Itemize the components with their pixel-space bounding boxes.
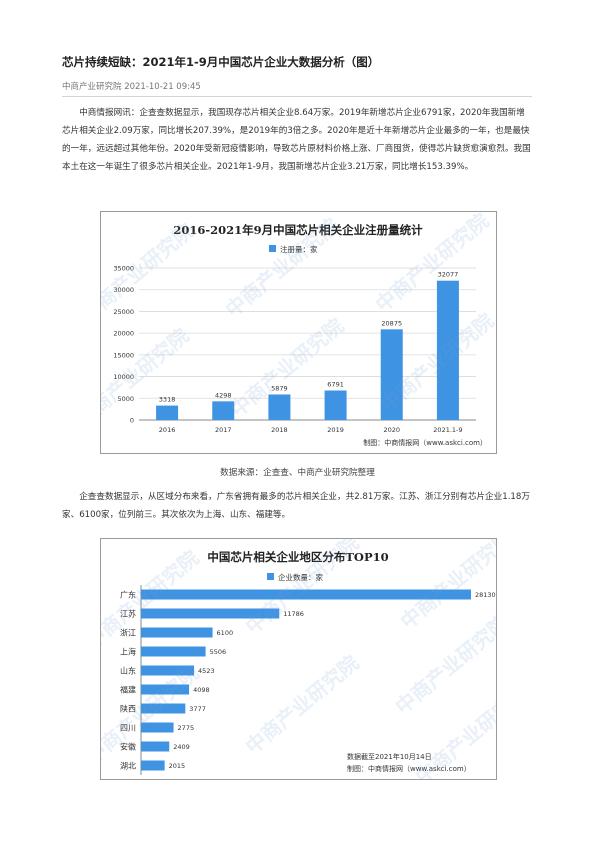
data-label: 2775 [178,724,195,732]
category-label: 安徽 [120,742,136,752]
data-label: 6791 [327,381,344,389]
data-label: 5879 [271,384,288,392]
y-tick-label: 10000 [113,373,134,381]
registration-chart: 2016-2021年9月中国芯片相关企业注册量统计注册量：家 0 5000 10000… [100,211,497,454]
bar [141,665,195,676]
y-tick-label: 30000 [113,286,134,294]
bar [141,684,190,695]
bar [141,703,186,714]
region-paragraph: 企查查数据显示，从区域分布来看，广东省拥有最多的芯片相关企业，共2.81万家。江… [62,492,530,520]
chart-title: 中国芯片相关企业地区分布TOP10 [207,550,388,564]
bar [141,589,471,600]
data-label: 4298 [215,391,232,399]
bar [380,329,403,420]
data-label: 2409 [173,743,190,751]
legend-label: 注册量：家 [280,244,318,254]
legend-label: 企业数量：家 [278,572,323,582]
data-label: 28130 [475,591,496,599]
x-tick-label: 2020 [383,426,400,434]
bar [156,405,179,420]
bar [141,760,165,771]
x-tick-label: 2016 [159,426,176,434]
data-label: 3777 [189,705,206,713]
y-tick-label: 5000 [117,395,134,403]
data-label: 32077 [438,271,459,279]
y-tick-label: 0 [130,417,134,425]
y-tick-label: 20000 [113,330,134,338]
region-chart: 中国芯片相关企业地区分布TOP10 企业数量：家 28130 广东 11786 江苏 610… [100,538,497,780]
legend-swatch [269,245,276,252]
bar [212,401,235,420]
data-source: 数据来源：企查查、中商产业研究院整理 [220,468,375,478]
bar [268,394,291,420]
article-title: 芯片持续短缺：2021年1-9月中国芯片企业大数据分析（图） [62,55,380,69]
category-label: 山东 [120,666,136,676]
category-label: 四川 [120,724,136,733]
chart-note: 数据截至2021年10月14日 [347,752,432,761]
category-label: 上海 [120,647,136,657]
data-label: 4523 [198,667,215,675]
data-label: 11786 [283,610,304,618]
category-label: 浙江 [120,628,136,638]
data-label: 3318 [159,396,176,404]
category-label: 湖北 [120,762,136,771]
bar [141,741,170,752]
category-label: 福建 [120,685,136,695]
bar [436,280,459,420]
category-label: 广东 [120,590,136,600]
region-chart-svg: 中国芯片相关企业地区分布TOP10 企业数量：家 28130 广东 11786 江苏 610… [120,550,496,775]
x-tick-label: 2018 [271,426,288,434]
data-label: 20875 [381,319,402,327]
bar [141,608,280,619]
chart-credit: 制图：中商情报网（www.askci.com） [363,438,487,447]
category-label: 江苏 [120,609,136,619]
data-label: 2015 [169,762,186,770]
y-tick-label: 35000 [113,265,134,273]
legend-swatch [267,573,274,580]
x-tick-label: 2021.1-9 [433,426,462,434]
bar [141,722,174,733]
x-tick-label: 2019 [327,426,344,434]
article-meta: 中商产业研究院 2021-10-21 09:45 [62,82,201,92]
chart-title: 2016-2021年9月中国芯片相关企业注册量统计 [173,223,423,237]
bar [141,627,213,638]
divider [62,96,532,97]
chart-credit: 制图：中商情报网（www.askci.com） [347,764,471,773]
bar [324,390,347,420]
x-tick-label: 2017 [215,426,232,434]
data-label: 5506 [210,648,227,656]
y-tick-label: 15000 [113,351,134,359]
y-tick-label: 25000 [113,308,134,316]
data-label: 4098 [193,686,210,694]
category-label: 陕西 [120,704,136,714]
intro-paragraph: 中商情报网讯：企查查数据显示，我国现存芯片相关企业8.64万家。2019年新增芯… [62,108,531,172]
data-label: 6100 [217,629,234,637]
bar [141,646,206,657]
